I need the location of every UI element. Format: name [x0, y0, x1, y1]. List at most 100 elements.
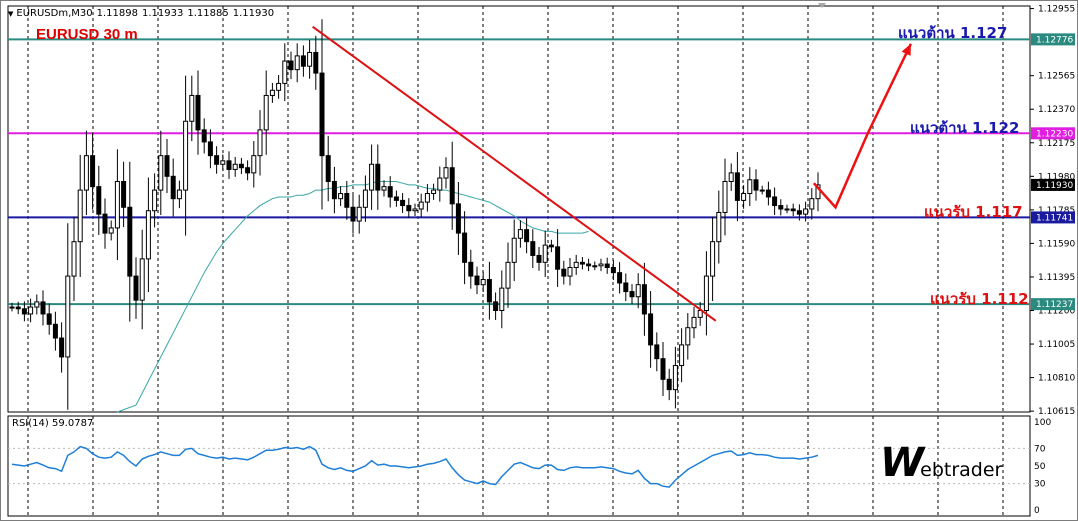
- candle-body: [530, 241, 536, 256]
- candle-body: [493, 301, 499, 312]
- candle-body: [331, 180, 337, 200]
- candle-body: [28, 306, 34, 315]
- projection-path: [812, 43, 913, 210]
- candle-body: [431, 189, 437, 195]
- candle-body: [462, 232, 468, 263]
- projection-layer: [812, 43, 913, 210]
- candle-body: [623, 282, 629, 293]
- candle-body: [121, 180, 127, 208]
- resistance-1122-tag-label: 1.12230: [1036, 129, 1073, 139]
- candle-body: [753, 179, 759, 191]
- candle-body: [474, 275, 480, 286]
- candle-body: [685, 327, 691, 346]
- rsi-tick-label: 50: [1034, 462, 1046, 472]
- candle-body: [232, 163, 238, 170]
- candle-body: [245, 167, 251, 174]
- rsi-label: RSI(14) 59.0787: [12, 418, 94, 429]
- candle-body: [617, 272, 623, 284]
- price-tick-label: 1.12565: [1038, 72, 1075, 82]
- candle-body: [238, 163, 244, 169]
- candle-body: [524, 229, 530, 243]
- candle-body: [443, 167, 449, 179]
- header-close: 1.11930: [232, 8, 275, 19]
- symbol-menu-icon[interactable]: ▼: [8, 10, 14, 18]
- support-resistance-lines: [8, 38, 1030, 306]
- candle-body: [139, 258, 145, 301]
- support-1112-tag: [1031, 298, 1075, 311]
- candle-body: [114, 180, 120, 229]
- candle-body: [21, 308, 27, 315]
- current-price-tag: [1031, 178, 1075, 191]
- candle-body: [276, 82, 282, 91]
- candle-body: [505, 261, 511, 289]
- candle-body: [747, 179, 753, 195]
- candle-body: [710, 241, 716, 277]
- candle-body: [83, 155, 89, 191]
- candle-body: [468, 261, 474, 277]
- rsi-tick-label: 30: [1034, 480, 1046, 490]
- candle-body: [183, 120, 189, 191]
- candle-body: [555, 246, 561, 270]
- candle-body: [790, 208, 796, 212]
- candle-body: [480, 279, 486, 286]
- projection-arrowhead: [901, 43, 911, 56]
- candle-body: [170, 175, 176, 200]
- chart-header: ▼ EURUSDm,M30 1.11898 1.11933 1.11885 1.11930: [8, 8, 278, 19]
- candle-body: [809, 198, 815, 210]
- candle-body: [356, 206, 362, 222]
- candle-body: [641, 284, 647, 315]
- candle-body: [195, 94, 201, 131]
- candle-body: [375, 163, 381, 191]
- candle-body: [338, 193, 344, 200]
- candle-body: [362, 189, 368, 208]
- moving-average: [117, 181, 589, 413]
- resistance-1122-tag: [1031, 127, 1075, 140]
- candle-body: [716, 211, 722, 243]
- candle-body: [9, 306, 15, 309]
- candle-body: [722, 180, 728, 213]
- resistance-annotation-1127: แนวต้าน 1.127: [898, 24, 1008, 43]
- candle-body: [319, 72, 325, 157]
- candle-body: [393, 196, 399, 201]
- candle-body: [679, 344, 685, 367]
- candle-body: [294, 55, 300, 71]
- candle-body: [34, 301, 40, 308]
- candle-body: [387, 186, 393, 198]
- candle-body: [381, 186, 387, 191]
- support-1117-tag: [1031, 211, 1075, 224]
- candle-body: [728, 172, 734, 182]
- candle-body: [561, 268, 567, 277]
- price-axis: 1.12955 1.12565 1.12370 1.12175 1.11980 1.117…: [1030, 5, 1075, 417]
- candle-body: [437, 177, 443, 191]
- ma-line: [117, 181, 589, 413]
- pair-label: EURUSD 30 m: [36, 26, 138, 43]
- candle-body: [77, 189, 83, 243]
- candle-body: [778, 205, 784, 210]
- chart-shift-marker[interactable]: [818, 3, 826, 8]
- candle-body: [635, 284, 641, 298]
- price-tick-label: 1.10810: [1038, 374, 1075, 384]
- main-plot-border: [7, 5, 1031, 413]
- candle-body: [654, 344, 660, 360]
- candle-body: [759, 189, 765, 192]
- resistance-1127-tag: [1031, 33, 1075, 46]
- candle-body: [263, 94, 269, 131]
- price-tick-label: 1.12175: [1038, 139, 1075, 149]
- candle-body: [65, 275, 71, 358]
- candle-body: [406, 205, 412, 212]
- candle-body: [734, 172, 740, 201]
- candle-body: [610, 266, 616, 274]
- price-tick-label: 1.11590: [1038, 239, 1075, 249]
- candle-body: [133, 275, 139, 301]
- candle-body: [573, 261, 579, 268]
- candle-body: [15, 306, 21, 310]
- candle-body: [214, 155, 220, 165]
- candle-body: [189, 94, 195, 122]
- candle-body: [257, 129, 263, 157]
- header-open: 1.11898: [96, 8, 138, 19]
- candle-body: [592, 265, 598, 268]
- candle-body: [666, 378, 672, 391]
- candle-body: [536, 254, 542, 263]
- candle-body: [350, 206, 356, 222]
